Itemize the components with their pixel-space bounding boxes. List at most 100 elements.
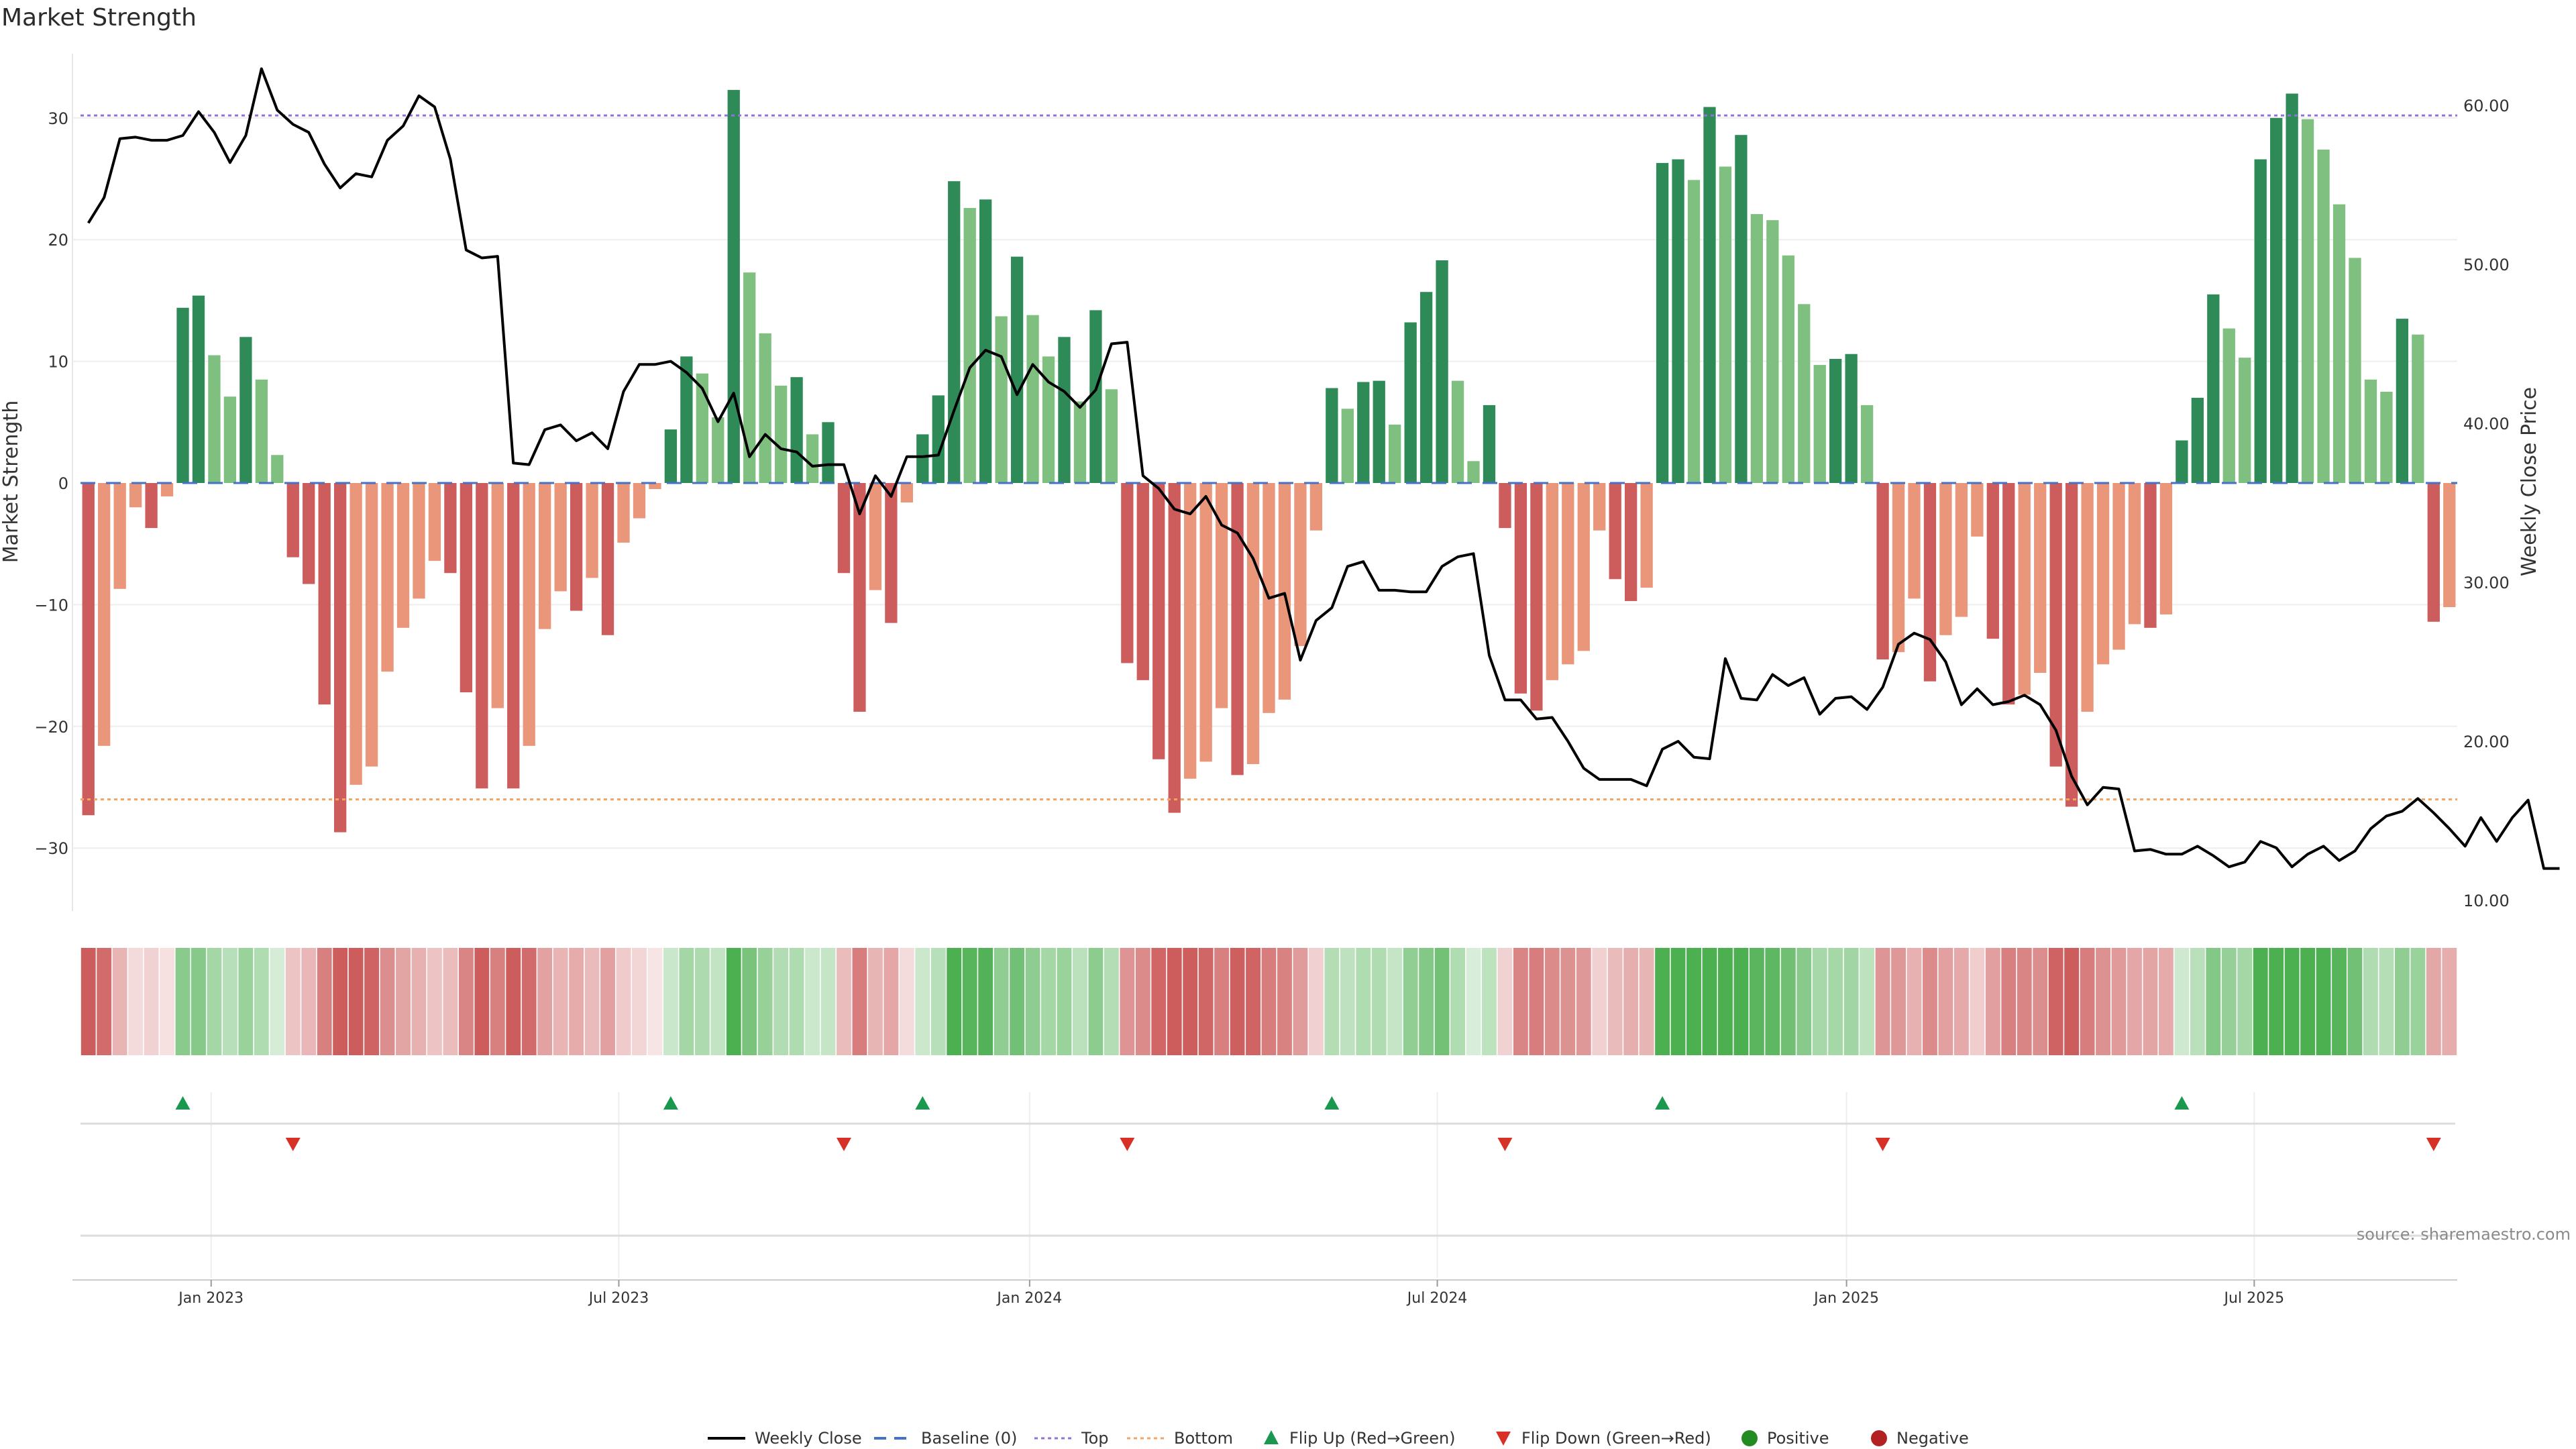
- heat-cell: [537, 948, 553, 1055]
- heat-cell: [1843, 948, 1859, 1055]
- heat-cell: [2206, 948, 2221, 1055]
- heat-cell: [207, 948, 222, 1055]
- strength-bar: [1010, 256, 1024, 483]
- heat-cell: [1953, 948, 1969, 1055]
- heat-cell: [1702, 948, 1717, 1055]
- strength-bar: [1923, 483, 1937, 682]
- strength-bar: [1845, 354, 1858, 483]
- y2-axis-label: Weekly Close Price: [2518, 387, 2541, 576]
- heat-cell: [1450, 948, 1465, 1055]
- heat-cell: [458, 948, 474, 1055]
- strength-bar: [822, 422, 835, 483]
- strength-bar: [727, 90, 740, 483]
- strength-bar: [1326, 388, 1338, 483]
- strength-bar: [759, 333, 771, 483]
- heat-cell: [2284, 948, 2300, 1055]
- heat-cell: [2253, 948, 2268, 1055]
- strength-bar: [1199, 483, 1212, 762]
- heat-cell: [1529, 948, 1544, 1055]
- heat-cell: [1497, 948, 1513, 1055]
- strength-bar: [2380, 391, 2393, 483]
- legend-label: Positive: [1767, 1429, 1829, 1448]
- legend-swatch: [1496, 1432, 1511, 1446]
- heat-cell: [1686, 948, 1701, 1055]
- strength-bar: [2270, 117, 2283, 484]
- strength-bar: [900, 483, 913, 503]
- y-tick-label: 10: [48, 353, 68, 372]
- heat-cell: [584, 948, 600, 1055]
- x-tick-label: Jan 2023: [177, 1290, 244, 1307]
- heat-cell: [1104, 948, 1119, 1055]
- heat-cell: [1434, 948, 1450, 1055]
- strength-bar: [1782, 255, 1794, 483]
- strength-bar: [2349, 258, 2361, 483]
- flip-down-marker: [1497, 1138, 1513, 1151]
- strength-bar: [1419, 292, 1433, 483]
- heat-cell: [1891, 948, 1906, 1055]
- heat-cell: [2158, 948, 2174, 1055]
- heat-cell: [867, 948, 883, 1055]
- strength-bar: [318, 483, 331, 705]
- heat-cell: [679, 948, 694, 1055]
- strength-bar: [1719, 166, 1732, 484]
- strength-bars: [82, 90, 2456, 833]
- strength-bar: [113, 483, 126, 589]
- heat-cell: [2221, 948, 2237, 1055]
- heat-cell: [837, 948, 851, 1055]
- strength-bar: [1625, 483, 1638, 601]
- heat-cell: [1324, 948, 1340, 1055]
- heat-cell: [1875, 948, 1890, 1055]
- strength-bar: [790, 377, 803, 483]
- heat-cell: [947, 948, 962, 1055]
- strength-bar: [1215, 483, 1228, 708]
- heat-cell: [930, 948, 946, 1055]
- strength-bar: [1042, 356, 1055, 483]
- heat-cell: [726, 948, 741, 1055]
- strength-bar: [507, 483, 520, 789]
- heat-cell: [1623, 948, 1639, 1055]
- strength-bar: [570, 483, 583, 611]
- legend-label: Negative: [1896, 1429, 1969, 1448]
- strength-bar: [2176, 440, 2188, 483]
- strength-bar: [680, 356, 693, 483]
- strength-bar: [1735, 135, 1748, 484]
- flip-down-marker: [1875, 1138, 1890, 1151]
- heat-cell: [2033, 948, 2048, 1055]
- legend-label: Top: [1081, 1429, 1109, 1448]
- strength-bar: [948, 181, 961, 483]
- strength-bar: [586, 483, 598, 578]
- heat-cell: [2269, 948, 2284, 1055]
- heat-cell: [2064, 948, 2080, 1055]
- heat-cell: [2316, 948, 2331, 1055]
- heat-cell: [144, 948, 159, 1055]
- heat-cell: [1308, 948, 1324, 1055]
- heat-cell: [1749, 948, 1764, 1055]
- heat-cell: [270, 948, 285, 1055]
- heat-cell: [1356, 948, 1371, 1055]
- strength-bar: [2049, 483, 2062, 767]
- y2-tick-label: 60.00: [2463, 97, 2510, 115]
- strength-bar: [806, 434, 819, 483]
- heat-cell: [789, 948, 804, 1055]
- heat-cell: [1796, 948, 1812, 1055]
- heat-cell: [2174, 948, 2190, 1055]
- strength-bar: [208, 355, 221, 483]
- heat-cell: [2300, 948, 2316, 1055]
- legend-label: Bottom: [1174, 1429, 1233, 1448]
- heat-cell: [1403, 948, 1418, 1055]
- legend-swatch: [1264, 1430, 1279, 1444]
- heat-cell: [2332, 948, 2347, 1055]
- strength-bar: [1798, 304, 1811, 483]
- heat-cell: [2127, 948, 2142, 1055]
- heat-cell: [112, 948, 127, 1055]
- strength-bar: [2002, 483, 2015, 705]
- heat-cell: [1261, 948, 1277, 1055]
- heat-cell: [396, 948, 411, 1055]
- strength-bar: [2254, 159, 2267, 483]
- strength-bar: [350, 483, 362, 785]
- strength-bar: [476, 483, 488, 789]
- strength-bar: [1373, 380, 1385, 483]
- x-tick-label: Jan 2025: [1813, 1290, 1879, 1307]
- heat-cell: [569, 948, 584, 1055]
- strength-bar: [1530, 483, 1543, 711]
